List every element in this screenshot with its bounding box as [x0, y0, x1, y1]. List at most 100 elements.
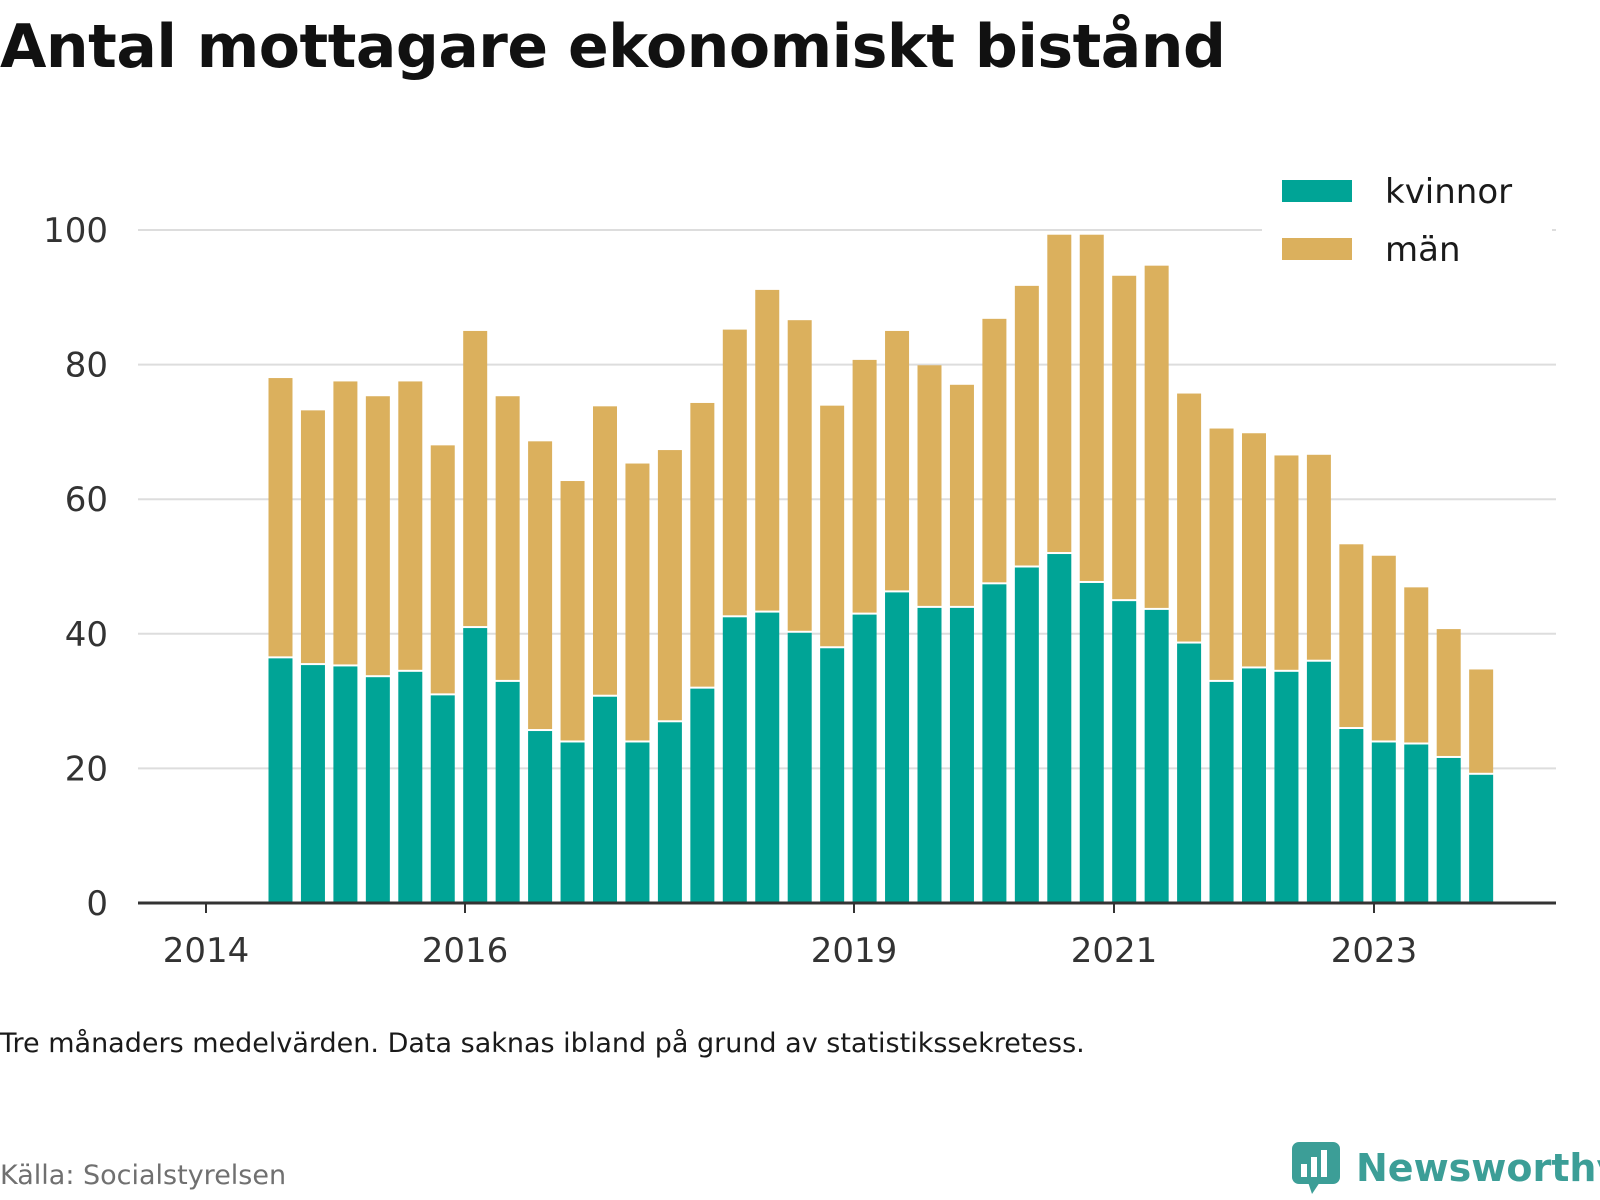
- x-tick-label: 2016: [422, 931, 509, 971]
- bar-kvinnor: [820, 648, 845, 903]
- bar-kvinnor: [1469, 774, 1494, 903]
- bar-kvinnor: [1209, 681, 1234, 903]
- bar-kvinnor: [528, 731, 553, 903]
- stacked-bar-chart: 0 20 40 60 80 100 2014 2016 2019 2021 2023 kvinno…: [43, 172, 1556, 971]
- bar-kvinnor: [625, 742, 650, 903]
- bar-kvinnor: [657, 722, 682, 903]
- newsworthy-logo: Newsworthy: [1290, 1140, 1600, 1196]
- bar-kvinnor: [365, 677, 390, 903]
- bar-man: [787, 320, 812, 631]
- bar-kvinnor: [852, 614, 877, 903]
- bar-man: [1112, 275, 1137, 600]
- bar-man: [1339, 544, 1364, 728]
- bar-kvinnor: [1436, 757, 1461, 903]
- bar-man: [1274, 455, 1299, 670]
- bar-man: [657, 450, 682, 721]
- x-tick-label: 2014: [163, 931, 250, 971]
- bar-kvinnor: [949, 607, 974, 903]
- bar-man: [625, 463, 650, 741]
- legend-swatch-man: [1282, 238, 1352, 260]
- bar-kvinnor: [1339, 729, 1364, 903]
- bar-kvinnor: [690, 688, 715, 903]
- bar-man: [1014, 285, 1039, 566]
- bar-man: [1209, 428, 1234, 680]
- y-tick-label: 0: [86, 884, 108, 924]
- bar-kvinnor: [398, 671, 423, 903]
- bar-kvinnor: [1144, 609, 1169, 903]
- bar-man: [1306, 454, 1331, 660]
- bar-man: [1144, 265, 1169, 608]
- bar-kvinnor: [1404, 744, 1429, 903]
- bar-man: [1436, 629, 1461, 756]
- bar-kvinnor: [593, 696, 617, 903]
- bar-man: [722, 329, 747, 616]
- y-tick-label: 100: [43, 211, 108, 251]
- bar-man: [398, 381, 423, 670]
- y-tick-label: 20: [65, 749, 108, 789]
- bar-man: [949, 384, 974, 606]
- bar-kvinnor: [463, 628, 488, 903]
- source-credit: Källa: Socialstyrelsen: [0, 1160, 287, 1191]
- bar-man: [1242, 433, 1266, 667]
- x-tick-label: 2021: [1071, 931, 1158, 971]
- bar-kvinnor: [430, 695, 455, 903]
- bar-man: [1177, 393, 1202, 642]
- bar-kvinnor: [1014, 567, 1039, 903]
- bar-man: [300, 410, 325, 664]
- bar-man: [365, 396, 390, 676]
- bar-kvinnor: [495, 681, 520, 903]
- bar-kvinnor: [885, 592, 910, 903]
- bar-kvinnor: [1112, 601, 1137, 903]
- legend-label-kvinnor: kvinnor: [1385, 172, 1512, 212]
- legend-label-man: män: [1385, 230, 1461, 270]
- bar-kvinnor: [1047, 554, 1072, 903]
- y-tick-label: 40: [65, 615, 108, 655]
- bar-man: [1047, 234, 1072, 553]
- y-tick-label: 80: [65, 346, 108, 386]
- x-tick-label: 2023: [1331, 931, 1418, 971]
- bars: [268, 234, 1494, 903]
- x-axis: 2014 2016 2019 2021 2023: [138, 901, 1556, 971]
- bar-man: [982, 318, 1007, 583]
- chart-title: Antal mottagare ekonomiskt bistånd: [0, 12, 1226, 82]
- bar-man: [528, 441, 553, 730]
- chart-note: Tre månaders medelvärden. Data saknas ib…: [0, 1028, 1085, 1059]
- bar-man: [755, 289, 780, 611]
- bar-kvinnor: [560, 742, 585, 903]
- bar-kvinnor: [722, 617, 747, 903]
- bar-man: [268, 378, 293, 657]
- bar-kvinnor: [917, 607, 942, 903]
- bar-kvinnor: [982, 584, 1007, 903]
- bar-kvinnor: [1306, 661, 1331, 903]
- bar-kvinnor: [1177, 643, 1202, 903]
- bar-kvinnor: [787, 632, 812, 903]
- bar-man: [430, 445, 455, 694]
- bar-man: [333, 381, 358, 665]
- bar-man: [1079, 234, 1104, 581]
- legend-swatch-kvinnor: [1282, 180, 1352, 202]
- bar-kvinnor: [1079, 582, 1104, 903]
- y-axis-ticks: 0 20 40 60 80 100: [43, 211, 108, 924]
- bar-kvinnor: [1242, 668, 1266, 903]
- bar-man: [495, 396, 520, 680]
- bar-man: [560, 481, 585, 741]
- x-tick-label: 2019: [811, 931, 898, 971]
- y-tick-label: 60: [65, 480, 108, 520]
- bar-man: [1404, 587, 1429, 743]
- bar-man: [463, 330, 488, 627]
- bar-man: [820, 405, 845, 647]
- bar-man: [852, 359, 877, 613]
- bar-kvinnor: [1274, 671, 1299, 903]
- bar-chart-bubble-icon: [1292, 1142, 1340, 1194]
- bar-man: [690, 402, 715, 687]
- bar-man: [1469, 669, 1494, 773]
- bar-kvinnor: [268, 658, 293, 903]
- bar-kvinnor: [755, 612, 780, 903]
- bar-kvinnor: [300, 665, 325, 903]
- brand-name: Newsworthy: [1356, 1146, 1600, 1190]
- bar-man: [593, 406, 617, 695]
- bar-kvinnor: [1371, 742, 1396, 903]
- legend: kvinnor män: [1262, 172, 1552, 280]
- bar-kvinnor: [333, 666, 358, 903]
- bar-man: [917, 365, 942, 606]
